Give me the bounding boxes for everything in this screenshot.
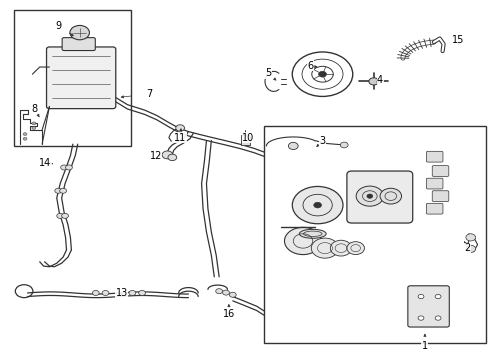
Circle shape (32, 127, 36, 130)
FancyBboxPatch shape (346, 171, 412, 223)
Circle shape (311, 238, 338, 258)
Circle shape (417, 316, 423, 320)
Text: 14: 14 (40, 158, 52, 168)
FancyBboxPatch shape (62, 38, 95, 50)
Circle shape (368, 78, 378, 85)
Bar (241, 135, 249, 145)
Circle shape (434, 294, 440, 299)
Text: 5: 5 (264, 68, 270, 78)
Circle shape (292, 186, 342, 224)
Circle shape (32, 122, 36, 125)
Text: 8: 8 (32, 104, 38, 114)
Circle shape (162, 151, 172, 159)
Text: 3: 3 (319, 136, 325, 146)
Circle shape (57, 213, 63, 219)
Circle shape (215, 289, 222, 294)
Text: 12: 12 (149, 150, 162, 161)
Circle shape (55, 188, 61, 193)
Circle shape (23, 137, 27, 140)
Text: 1: 1 (421, 341, 427, 351)
Circle shape (139, 291, 145, 296)
Text: 15: 15 (451, 35, 463, 45)
Circle shape (434, 316, 440, 320)
Circle shape (340, 142, 347, 148)
Text: 6: 6 (306, 61, 313, 71)
Bar (14, 10, 131, 146)
Circle shape (92, 291, 99, 296)
FancyBboxPatch shape (426, 151, 442, 162)
FancyBboxPatch shape (407, 286, 448, 327)
Text: 7: 7 (146, 89, 152, 99)
Circle shape (318, 71, 326, 77)
Circle shape (346, 242, 364, 255)
Circle shape (175, 125, 184, 131)
Circle shape (313, 202, 321, 208)
Circle shape (465, 234, 475, 241)
Bar (264, 126, 485, 343)
Text: 4: 4 (376, 75, 382, 85)
Circle shape (465, 245, 475, 252)
Circle shape (288, 142, 298, 149)
Text: 10: 10 (242, 133, 254, 143)
Circle shape (366, 194, 372, 198)
Circle shape (61, 165, 67, 170)
Circle shape (330, 240, 351, 256)
Circle shape (70, 26, 89, 40)
Text: 13: 13 (115, 288, 127, 298)
Text: 9: 9 (55, 21, 61, 31)
Circle shape (61, 213, 68, 219)
Text: 16: 16 (223, 310, 235, 319)
FancyBboxPatch shape (426, 203, 442, 214)
Ellipse shape (299, 229, 325, 238)
FancyBboxPatch shape (431, 166, 448, 176)
Text: 11: 11 (174, 133, 186, 143)
Circle shape (417, 294, 423, 299)
Circle shape (60, 188, 66, 193)
Circle shape (65, 165, 72, 170)
Text: 2: 2 (464, 243, 470, 253)
Circle shape (129, 291, 136, 296)
FancyBboxPatch shape (426, 178, 442, 189)
Circle shape (222, 290, 229, 295)
Circle shape (102, 291, 109, 296)
FancyBboxPatch shape (431, 191, 448, 202)
Circle shape (229, 292, 236, 297)
Circle shape (23, 133, 27, 135)
FancyBboxPatch shape (46, 47, 116, 109)
Circle shape (284, 227, 321, 255)
Circle shape (167, 154, 176, 161)
Circle shape (379, 188, 401, 204)
Circle shape (355, 186, 383, 206)
